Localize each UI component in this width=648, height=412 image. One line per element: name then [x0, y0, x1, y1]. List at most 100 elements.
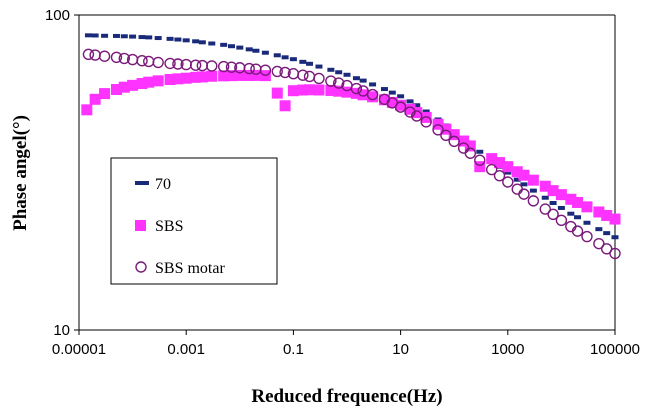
point-sbs-motar — [366, 88, 379, 101]
point-sbs-motar — [581, 230, 593, 243]
point-70 — [112, 33, 120, 38]
point-sbs — [464, 140, 476, 152]
point-70 — [327, 67, 335, 72]
point-sbs-motar — [609, 247, 621, 260]
point-70 — [174, 37, 182, 42]
point-sbs-motar — [404, 106, 416, 118]
point-sbs — [341, 86, 353, 98]
point-sbs — [313, 84, 325, 96]
point-sbs-motar — [152, 56, 164, 69]
point-sbs — [118, 81, 130, 93]
y-axis-title: Phase angel(°) — [10, 115, 31, 231]
point-70 — [352, 76, 360, 81]
point-sbs-motar — [110, 51, 123, 64]
point-sbs-motar — [502, 176, 514, 188]
point-sbs-motar — [89, 49, 101, 61]
point-70 — [245, 47, 253, 52]
point-sbs-motar — [493, 169, 506, 182]
point-sbs-motar — [547, 208, 559, 220]
point-70 — [129, 34, 137, 39]
point-sbs — [448, 129, 460, 141]
point-70 — [595, 227, 603, 232]
point-sbs — [234, 69, 246, 81]
legend-label-sbs: SBS — [155, 218, 183, 235]
point-70 — [281, 55, 289, 60]
point-sbs — [404, 103, 416, 115]
y-tick-label: 100 — [45, 7, 70, 24]
point-sbs — [458, 135, 470, 147]
point-70 — [198, 40, 206, 45]
point-70 — [335, 70, 343, 75]
point-70 — [236, 45, 244, 50]
point-70 — [529, 188, 537, 193]
point-sbs — [511, 166, 523, 178]
point-sbs — [581, 201, 593, 213]
point-70 — [583, 220, 591, 225]
point-sbs — [395, 99, 407, 111]
point-sbs-motar — [297, 69, 309, 81]
point-70 — [299, 59, 307, 64]
point-70 — [261, 50, 269, 55]
legend-marker-70 — [135, 181, 149, 185]
point-sbs-motar — [485, 163, 498, 176]
point-sbs-motar — [555, 214, 568, 226]
point-70 — [520, 182, 528, 187]
point-sbs — [218, 70, 230, 82]
point-sbs-motar — [448, 135, 460, 148]
point-sbs-motar — [432, 124, 444, 136]
point-sbs — [271, 87, 283, 99]
point-sbs — [386, 96, 398, 108]
point-sbs-motar — [206, 60, 218, 72]
point-sbs — [243, 69, 255, 81]
point-sbs-motar — [196, 59, 209, 72]
point-sbs-motar — [164, 57, 176, 70]
point-sbs-motar — [279, 66, 291, 79]
x-tick-label: 10 — [392, 341, 409, 358]
point-sbs-motar — [136, 55, 148, 67]
point-sbs — [325, 84, 337, 96]
point-sbs — [136, 78, 148, 90]
point-sbs-motar — [243, 62, 255, 75]
point-sbs — [565, 193, 577, 205]
point-70 — [603, 231, 611, 236]
point-sbs — [474, 161, 486, 173]
x-tick-label: 1000 — [491, 341, 524, 358]
point-sbs-motar — [420, 116, 432, 128]
point-sbs-motar — [143, 55, 155, 68]
point-70 — [289, 57, 297, 62]
point-sbs-motar — [225, 61, 238, 73]
point-sbs — [143, 76, 155, 88]
point-sbs — [180, 72, 192, 84]
point-sbs-motar — [411, 110, 423, 122]
point-70 — [504, 170, 512, 175]
x-tick-label: 100000 — [590, 341, 640, 358]
point-sbs — [357, 89, 369, 101]
point-70 — [84, 33, 92, 38]
point-sbs — [572, 196, 584, 208]
point-sbs — [172, 73, 184, 85]
point-70 — [227, 44, 235, 49]
point-sbs-motar — [593, 237, 605, 250]
point-sbs-motar — [357, 85, 369, 97]
series-sbs — [81, 69, 621, 225]
point-sbs — [555, 189, 567, 201]
x-tick-label: 0.00001 — [52, 341, 106, 358]
point-sbs-motar — [303, 70, 316, 83]
legend-label-70: 70 — [155, 176, 171, 193]
point-70 — [220, 42, 228, 47]
point-sbs-motar — [571, 225, 584, 237]
data-marks — [81, 33, 621, 260]
x-tick-label: 0.1 — [283, 341, 304, 358]
point-sbs — [225, 70, 237, 82]
point-70 — [567, 211, 575, 216]
point-sbs — [440, 123, 452, 135]
point-sbs — [527, 174, 539, 186]
point-70 — [549, 201, 557, 206]
point-70 — [513, 177, 521, 182]
point-sbs — [250, 69, 262, 81]
point-sbs — [110, 84, 122, 96]
point-70 — [101, 33, 109, 38]
point-sbs-motar — [332, 77, 345, 89]
point-sbs — [502, 161, 514, 173]
